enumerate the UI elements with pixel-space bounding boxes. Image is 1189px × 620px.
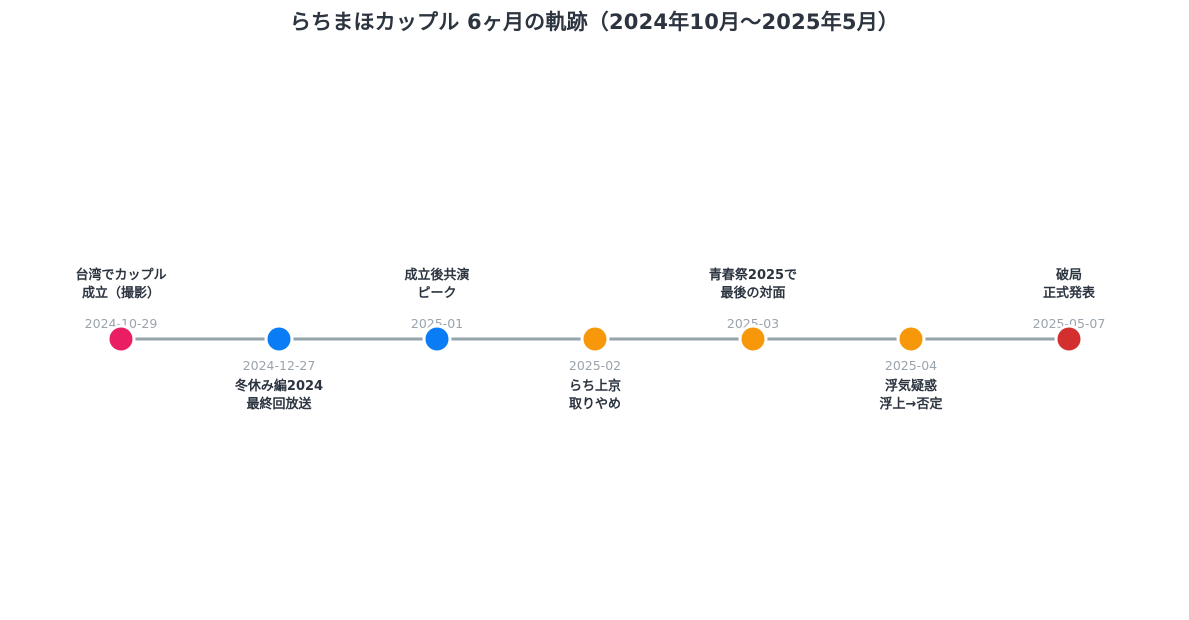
chart-title: らちまほカップル 6ヶ月の軌跡（2024年10月〜2025年5月）	[289, 10, 900, 34]
event-label-line-2: 浮上→否定	[880, 396, 943, 412]
event-date: 2024-10-29	[85, 316, 158, 331]
event-label-line-2: ピーク	[417, 286, 456, 301]
events-layer: 2024-10-29 2025-01 2025-03 2025-05-07 台湾でカップ…	[75, 267, 1105, 412]
event-date: 2025-05-07	[1033, 316, 1106, 331]
event-label-line-1: 台湾でカップル	[75, 267, 166, 283]
event-label-line-2: 成立（撮影）	[82, 285, 160, 301]
event-label-line-2: 正式発表	[1043, 285, 1096, 301]
event-date: 2025-04	[885, 358, 937, 373]
event-marker	[264, 324, 294, 354]
event-marker	[896, 324, 926, 354]
event-marker	[1054, 324, 1084, 354]
event-label-line-1: 破局	[1056, 267, 1082, 283]
event-date: 2025-03	[727, 316, 779, 331]
event-date: 2024-12-27	[243, 358, 316, 373]
event-label-line-1: らち上京	[569, 378, 621, 394]
timeline-event: 2024-12-27 冬休み編2024 最終回放送	[235, 324, 323, 412]
event-label-line-2: 最後の対面	[720, 285, 785, 301]
event-marker	[422, 324, 452, 354]
event-label-line-1: 青春祭2025で	[709, 267, 797, 283]
event-marker	[580, 324, 610, 354]
event-label-line-2: 最終回放送	[246, 396, 312, 412]
event-label-line-2: 取りやめ	[569, 397, 621, 412]
event-date: 2025-02	[569, 358, 621, 373]
event-date: 2025-01	[411, 316, 463, 331]
event-label-line-1: 成立後共演	[404, 267, 469, 283]
event-marker	[106, 324, 136, 354]
event-label-line-1: 冬休み編2024	[235, 378, 323, 394]
event-marker	[738, 324, 768, 354]
event-label-line-1: 浮気疑惑	[885, 378, 937, 394]
